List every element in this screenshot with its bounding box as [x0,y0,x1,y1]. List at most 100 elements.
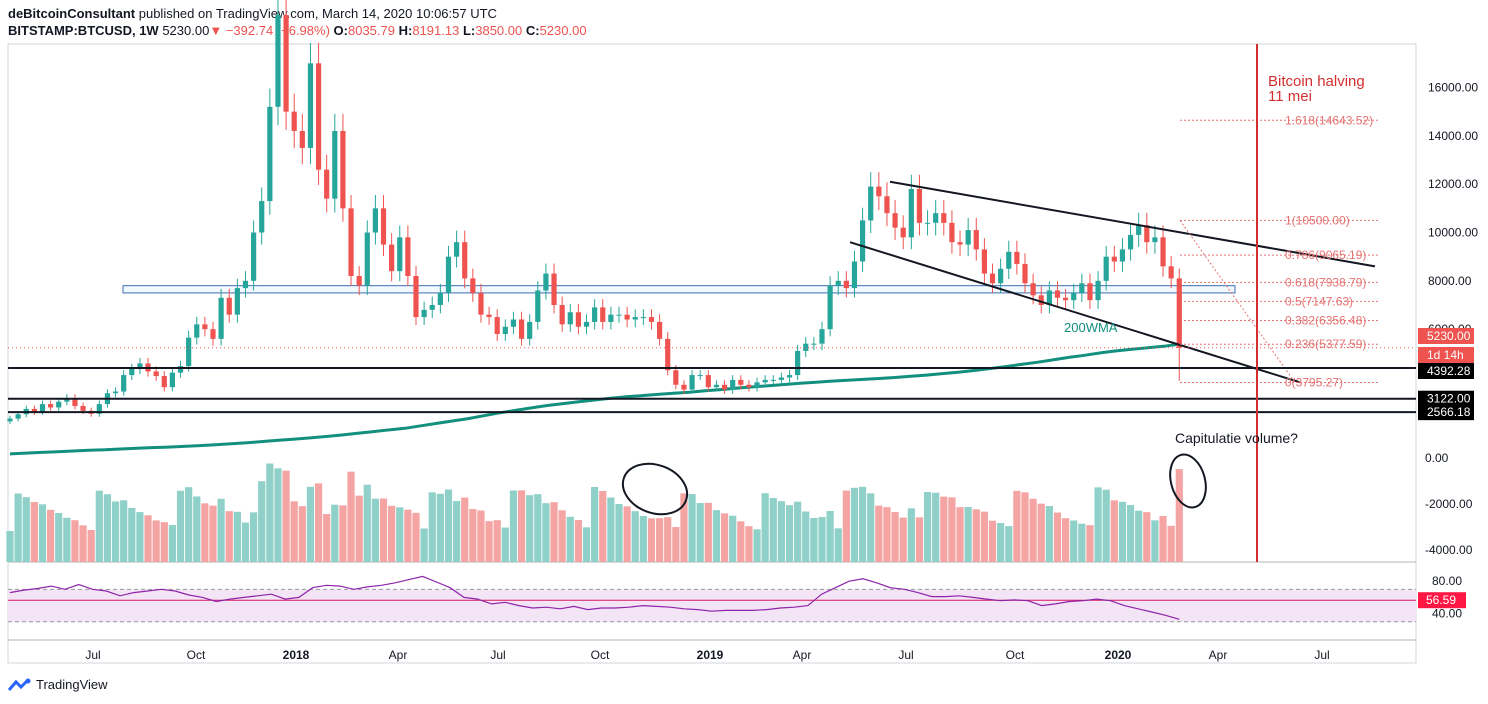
volume-bar [1037,503,1045,562]
halving-label: Bitcoin halving [1268,73,1365,90]
candle [7,418,13,422]
volume-bar [826,511,834,562]
time-tick: Apr [1209,648,1228,662]
volume-bar [558,510,566,562]
rsi-pane [8,575,1416,623]
candle [340,131,346,209]
candle [1087,283,1093,301]
volume-bar [30,502,38,562]
tradingview-brand[interactable]: TradingView [8,677,108,692]
volume-circle [1169,453,1207,509]
price-tag-label: 5230.00 [1427,329,1471,343]
candle [478,292,484,315]
candle [981,249,987,274]
volume-bar [688,494,696,562]
candle [445,256,452,293]
candle [1054,290,1061,298]
volume-bar [55,513,63,562]
candle [72,398,78,407]
candle [965,230,971,245]
candle [1152,237,1158,243]
volume-tick: -2000.00 [1425,497,1473,511]
candle [161,376,167,388]
candle [275,15,281,107]
candle [291,111,297,131]
capitulation-label: Capitulatie volume? [1175,430,1298,446]
candle [112,391,119,394]
candle [48,404,54,408]
volume-bar [485,521,493,562]
volume-bar [1110,500,1118,562]
candle [957,242,963,245]
volume-bar [534,494,542,562]
rsi-band [8,589,1416,622]
volume-tick: 0.00 [1425,451,1449,465]
candle [56,401,62,408]
candle [608,314,614,322]
close-value: 5230.00 [539,23,587,38]
volume-bar [420,528,428,562]
time-tick: 2020 [1105,648,1132,662]
volume-bar [428,492,436,562]
volume-bar [769,498,777,562]
candle [681,384,687,390]
candle [843,280,849,289]
volume-bar [388,505,396,562]
candle [648,317,655,322]
candle [1144,225,1150,243]
volume-bar [71,520,79,562]
symbol-legend: BITSTAMP:BTCUSD, 1W 5230.00▼ −392.74 (−6… [8,23,587,38]
candle [1176,278,1182,348]
candle [389,244,395,272]
volume-bar [38,504,47,562]
symbol-label[interactable]: BITSTAMP:BTCUSD, 1W [8,23,159,38]
candle [705,375,711,388]
volume-bar [777,501,785,562]
candle [721,384,728,390]
volume-bar [542,503,550,562]
candle [1103,256,1109,281]
time-axis: Jul Oct 2018 Apr Jul Oct 2019 Apr Jul Oct 2020 Apr J… [85,648,1329,662]
volume-bar [501,527,509,562]
candle [242,280,249,289]
fib-label: 0.786(9065.19) [1285,248,1366,262]
volume-bar [980,511,988,562]
volume-bar [47,509,55,562]
candle [1136,225,1142,235]
volume-bar [282,470,290,562]
volume-bar [956,507,964,562]
price-tag [1418,404,1474,421]
time-tick: Apr [793,648,812,662]
time-tick: Apr [389,648,408,662]
candle [551,273,557,305]
candle [315,63,322,170]
high-value: 8191.13 [412,23,460,38]
candle [827,285,833,330]
volume-bar [899,517,907,562]
publisher-name[interactable]: deBitcoinConsultant [8,6,136,21]
brand-name: TradingView [36,677,108,692]
volume-bar [972,509,980,562]
candle [697,375,703,377]
h-levels [8,347,1416,414]
volume-bar [1167,525,1175,562]
volume-bar [988,520,997,562]
channel-lower-line [849,241,1301,384]
close-label: C: [525,23,540,38]
candle [835,280,841,286]
volume-bar [379,498,388,562]
price-tick: 8000.00 [1428,274,1472,288]
candle [31,408,37,412]
time-tick: 2019 [697,648,724,662]
volume-bar [22,497,30,562]
candle [194,324,200,338]
volume-bar [128,507,136,562]
candle [811,343,817,345]
volume-bar [599,491,607,562]
chart-frame [7,43,1417,664]
candle [1160,237,1166,267]
wma-200 [9,342,1180,456]
candle [177,366,184,373]
